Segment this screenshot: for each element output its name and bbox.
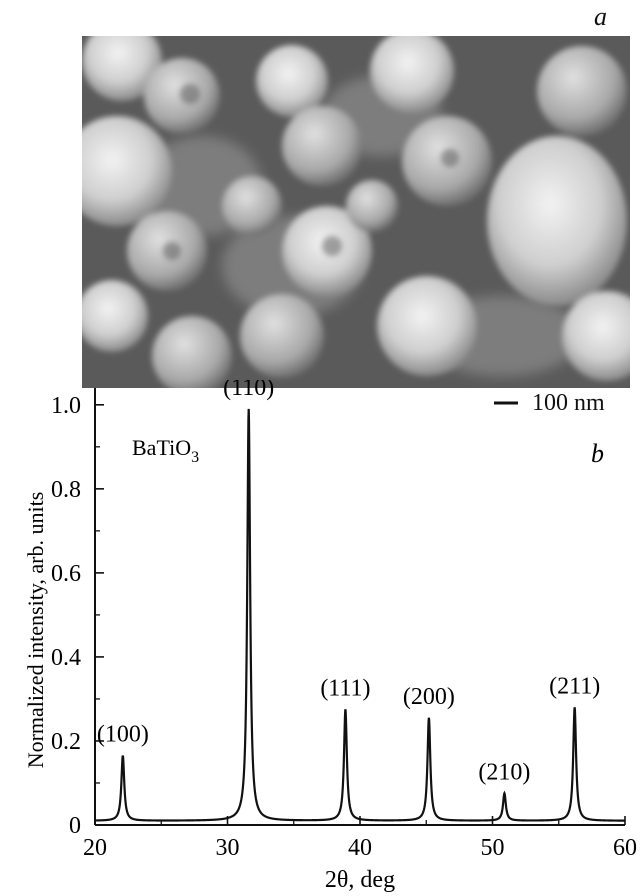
peak-label: (110) — [223, 380, 274, 401]
x-tick-label: 20 — [83, 835, 107, 861]
y-tick-label: 0.4 — [51, 645, 81, 671]
y-axis-label: Normalized intensity, arb. units — [23, 492, 48, 769]
peak-label: (111) — [320, 675, 370, 701]
x-tick-label: 60 — [613, 835, 637, 861]
y-tick-label: 1.0 — [51, 393, 81, 419]
sample-label: BaTiO3 — [132, 435, 199, 466]
x-tick-label: 50 — [481, 835, 505, 861]
y-tick-label: 0.2 — [51, 729, 81, 755]
peak-label: (100) — [97, 722, 149, 748]
peak-label: (200) — [403, 684, 455, 710]
peak-label: (211) — [549, 673, 600, 699]
y-tick-label: 0.6 — [51, 561, 81, 587]
peak-label: (210) — [478, 759, 530, 785]
x-tick-label: 30 — [216, 835, 240, 861]
x-tick-label: 40 — [348, 835, 372, 861]
xrd-chart: 20 30 40 50 60 0 0.2 0.4 0.6 0.8 1.0 (100) (110) (11… — [23, 380, 637, 893]
panel-a-letter: a — [594, 2, 607, 31]
panel-b-letter: b — [591, 439, 604, 468]
scale-bar-label: 100 nm — [532, 390, 605, 416]
y-tick-label: 0 — [69, 813, 81, 839]
xrd-trace — [94, 408, 625, 822]
sem-micrograph — [82, 36, 630, 388]
sem-particles — [82, 36, 630, 388]
y-tick-label: 0.8 — [51, 477, 81, 503]
x-axis-label: 2θ, deg — [325, 867, 395, 893]
